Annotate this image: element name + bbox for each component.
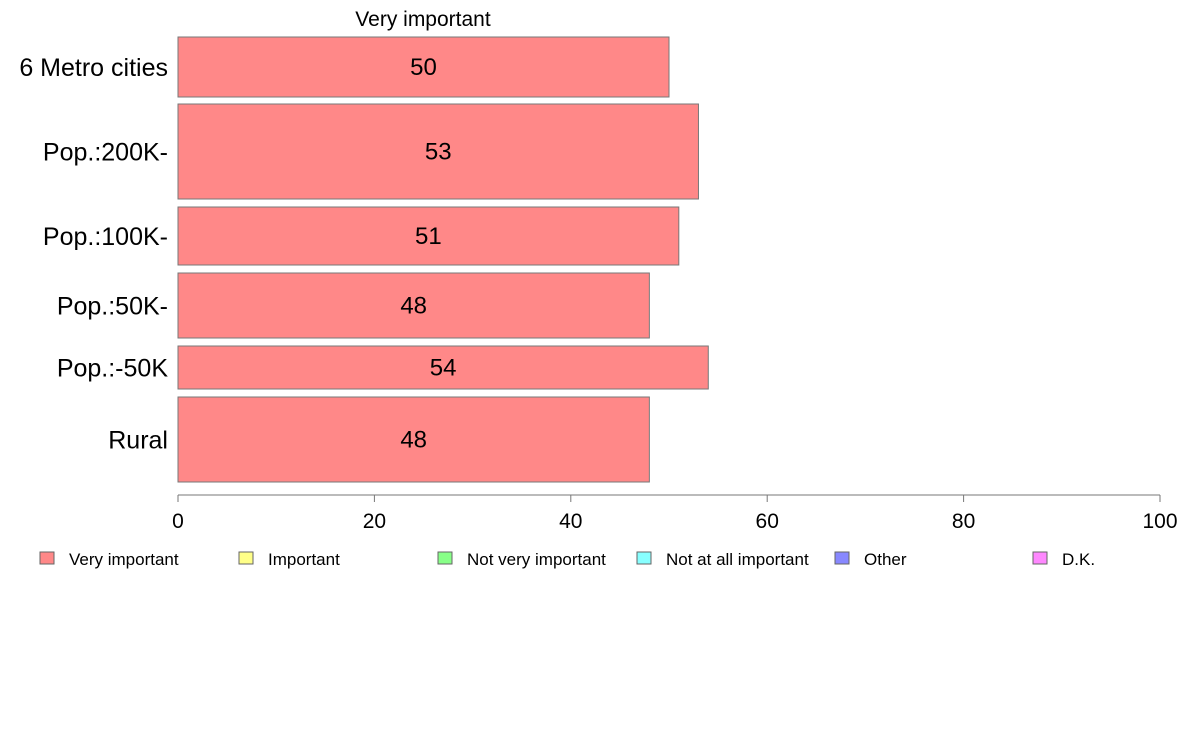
x-tick-label: 100 [1142,510,1177,533]
category-label: 6 Metro cities [19,54,168,82]
bar [177,272,650,339]
bar-value-label: 50 [410,54,437,81]
x-tick-label: 20 [363,510,386,533]
legend-swatch [1032,551,1048,565]
bar [177,103,699,200]
bar [177,206,680,266]
legend-label: Very important [69,550,179,569]
x-tick-label: 80 [952,510,975,533]
legend-label: Important [268,550,340,569]
bar-value-label: 51 [415,223,442,250]
legend: Very important Important Not very importan… [39,550,1095,569]
bar [177,36,670,98]
bars-layer: 50 6 Metro cities 53 Pop.:200K- 51 Pop.:100K-… [19,36,709,483]
legend-label: Not very important [467,550,606,569]
x-tick-label: 60 [756,510,779,533]
bar [177,345,709,390]
category-label: Pop.:100K- [43,223,168,251]
legend-label: Other [864,550,907,569]
legend-swatch [834,551,850,565]
x-tick-label: 40 [559,510,582,533]
legend-swatch [636,551,652,565]
category-label: Pop.:200K- [43,139,168,167]
bar-value-label: 48 [400,427,427,454]
legend-swatch [39,551,55,565]
legend-swatch [437,551,453,565]
x-axis: 0 20 40 60 80 100 [172,494,1178,533]
x-tick-label: 0 [172,510,184,533]
category-label: Pop.:-50K [57,355,169,383]
legend-swatch [238,551,254,565]
bar [177,396,650,483]
bar-value-label: 53 [425,139,452,166]
category-label: Rural [108,427,168,455]
legend-label: Not at all important [666,550,809,569]
bar-value-label: 54 [430,355,457,382]
bar-value-label: 48 [400,293,427,320]
chart-title: Very important [355,8,491,31]
category-label: Pop.:50K- [57,293,168,321]
legend-label: D.K. [1062,550,1095,569]
